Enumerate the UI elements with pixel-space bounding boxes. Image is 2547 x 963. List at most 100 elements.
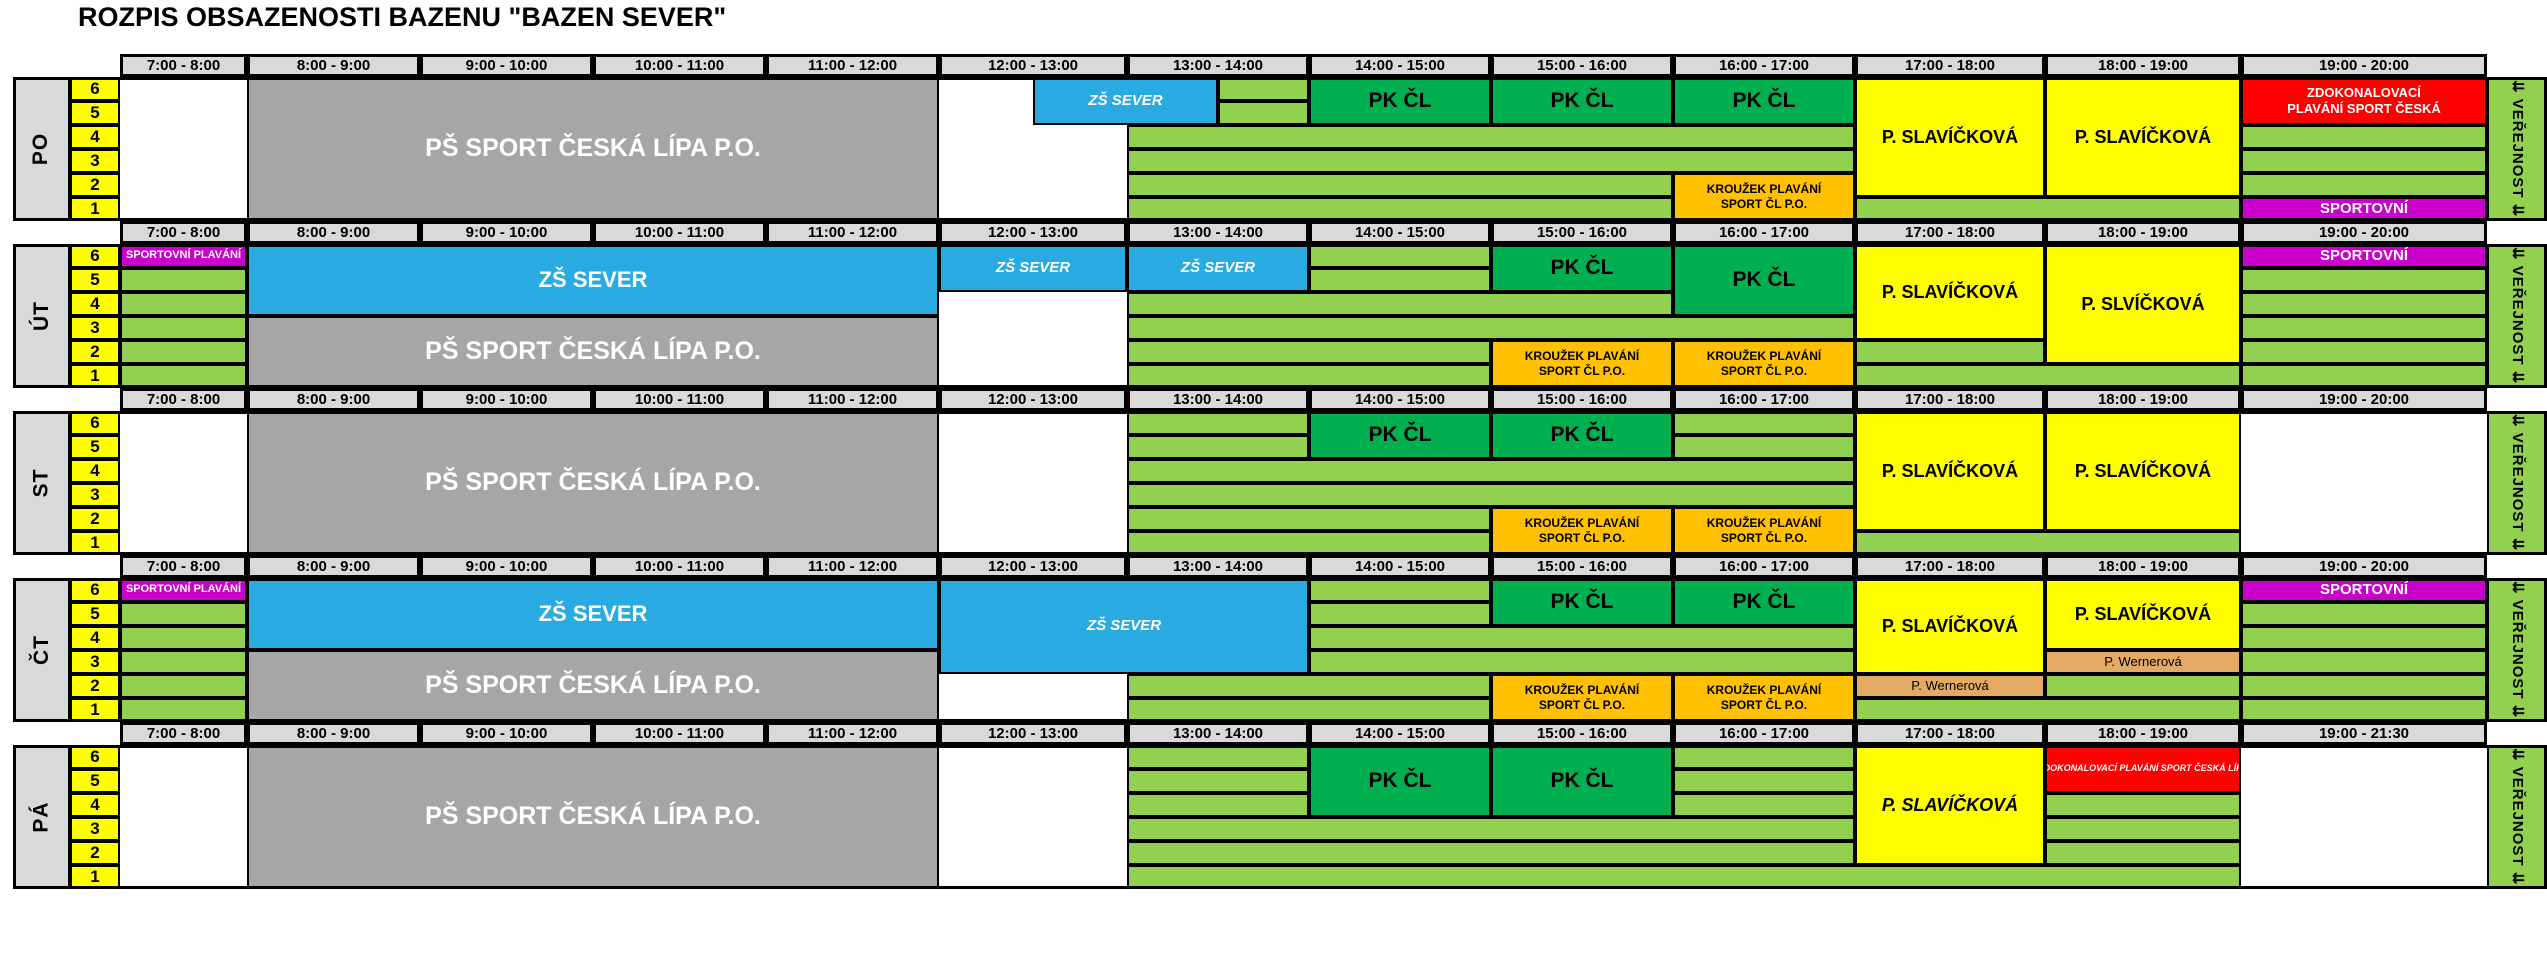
- booking-block-lgreen: [1673, 769, 1855, 793]
- time-header: 17:00 - 18:00: [1855, 54, 2045, 77]
- lane-number: 4: [70, 125, 120, 149]
- time-header: 7:00 - 8:00: [120, 221, 247, 244]
- header-corner: [13, 388, 120, 411]
- booking-block-lgreen: [1673, 435, 1855, 459]
- lane-number: 6: [70, 411, 120, 435]
- public-strip-label: ⇊ VEŘEJNOST ⇊: [2509, 748, 2526, 886]
- booking-block-lgreen: [120, 626, 247, 650]
- time-header: 17:00 - 18:00: [1855, 722, 2045, 745]
- day-label-text: ÚT: [29, 301, 53, 331]
- public-strip-label: ⇊ VEŘEJNOST ⇊: [2509, 247, 2526, 385]
- time-header: 19:00 - 20:00: [2241, 388, 2487, 411]
- booking-block-yellow: P. SLAVÍČKOVÁ: [1855, 745, 2045, 865]
- lane-number: 6: [70, 77, 120, 101]
- booking-block-blue: ZŠ SEVER: [1033, 77, 1218, 125]
- booking-block-lgreen: [1127, 865, 2241, 889]
- day-label: ČT: [13, 578, 70, 722]
- booking-block-gray: PŠ SPORT ČESKÁ LÍPA P.O.: [247, 77, 939, 221]
- public-strip: ⇊ VEŘEJNOST ⇊: [2487, 244, 2547, 388]
- lane-number: 6: [70, 745, 120, 769]
- time-header: 8:00 - 9:00: [247, 388, 420, 411]
- lane-number: 6: [70, 578, 120, 602]
- booking-block-lgreen: [2241, 698, 2487, 722]
- booking-block-blue: ZŠ SEVER: [247, 244, 939, 316]
- lane-number: 5: [70, 602, 120, 626]
- booking-block-lgreen: [1127, 173, 1673, 197]
- time-header: 7:00 - 8:00: [120, 722, 247, 745]
- booking-block-blue: ZŠ SEVER: [939, 244, 1127, 292]
- lane-number: 4: [70, 793, 120, 817]
- booking-block-lgreen: [1309, 602, 1491, 626]
- lane-number: 2: [70, 674, 120, 698]
- time-header: 16:00 - 17:00: [1673, 388, 1855, 411]
- booking-block-lgreen: [1127, 364, 1491, 388]
- booking-block-red: ZDOKONALOVACÍ PLAVÁNÍ SPORT ČESKÁ LÍPA: [2045, 745, 2241, 793]
- booking-block-orange: KROUŽEK PLAVÁNÍ SPORT ČL P.O.: [1491, 340, 1673, 388]
- time-header: 9:00 - 10:00: [420, 388, 593, 411]
- booking-block-gray: PŠ SPORT ČESKÁ LÍPA P.O.: [247, 411, 939, 555]
- booking-block-gray: PŠ SPORT ČESKÁ LÍPA P.O.: [247, 650, 939, 722]
- booking-block-lgreen: [120, 364, 247, 388]
- lane-number: 5: [70, 268, 120, 292]
- lane-number: 2: [70, 841, 120, 865]
- time-header: 17:00 - 18:00: [1855, 555, 2045, 578]
- booking-block-lgreen: [1309, 244, 1491, 268]
- booking-block-lgreen: [120, 316, 247, 340]
- time-header: 10:00 - 11:00: [593, 221, 766, 244]
- booking-block-magenta: SPORTOVNÍ PLAVÁNÍ: [120, 244, 247, 268]
- booking-block-dgreen: PK ČL: [1309, 411, 1491, 459]
- time-header: 15:00 - 16:00: [1491, 388, 1673, 411]
- time-header: 12:00 - 13:00: [939, 54, 1127, 77]
- lane-number: 3: [70, 149, 120, 173]
- time-header: 13:00 - 14:00: [1127, 221, 1309, 244]
- time-header: 9:00 - 10:00: [420, 555, 593, 578]
- time-header: 9:00 - 10:00: [420, 221, 593, 244]
- time-header: 11:00 - 12:00: [766, 388, 939, 411]
- booking-block-lgreen: [1127, 411, 1309, 435]
- booking-block-lgreen: [1309, 650, 1855, 674]
- day-label-text: PÁ: [29, 801, 53, 833]
- lane-number: 1: [70, 531, 120, 555]
- booking-block-orange: KROUŽEK PLAVÁNÍ SPORT ČL P.O.: [1491, 674, 1673, 722]
- day-section-st: 7:00 - 8:00 8:00 - 9:00 9:00 - 10:00 10:00 …: [13, 388, 2547, 555]
- booking-block-magenta: SPORTOVNÍ: [2241, 244, 2487, 268]
- booking-block-yellow: P. SLAVÍČKOVÁ: [2045, 77, 2241, 197]
- time-header: 11:00 - 12:00: [766, 54, 939, 77]
- booking-block-lgreen: [1855, 364, 2241, 388]
- lane-number: 2: [70, 173, 120, 197]
- booking-block-lgreen: [2241, 602, 2487, 626]
- booking-block-lgreen: [1127, 674, 1491, 698]
- public-strip: ⇊ VEŘEJNOST ⇊: [2487, 411, 2547, 555]
- booking-block-yellow: P. SLAVÍČKOVÁ: [1855, 244, 2045, 340]
- time-header: 18:00 - 19:00: [2045, 54, 2241, 77]
- time-header: 15:00 - 16:00: [1491, 221, 1673, 244]
- booking-block-blue: ZŠ SEVER: [247, 578, 939, 650]
- booking-block-lgreen: [120, 674, 247, 698]
- public-strip-label: ⇊ VEŘEJNOST ⇊: [2509, 414, 2526, 552]
- day-label: ST: [13, 411, 70, 555]
- booking-block-lgreen: [2045, 817, 2241, 841]
- booking-block-lgreen: [1127, 698, 1491, 722]
- time-header: 18:00 - 19:00: [2045, 555, 2241, 578]
- booking-block-yellow: P. SLAVÍČKOVÁ: [1855, 77, 2045, 197]
- booking-block-yellow: P. SLAVÍČKOVÁ: [2045, 411, 2241, 531]
- booking-block-lgreen: [1127, 197, 1673, 221]
- booking-block-lgreen: [2045, 793, 2241, 817]
- booking-block-yellow: P. SLAVÍČKOVÁ: [1855, 411, 2045, 531]
- lane-number: 1: [70, 364, 120, 388]
- booking-block-blue: ZŠ SEVER: [939, 578, 1309, 674]
- schedule: 7:00 - 8:00 8:00 - 9:00 9:00 - 10:00 10:00 …: [13, 54, 2547, 889]
- time-header: 15:00 - 16:00: [1491, 54, 1673, 77]
- booking-block-orange: KROUŽEK PLAVÁNÍ SPORT ČL P.O.: [1673, 173, 1855, 221]
- time-header: 10:00 - 11:00: [593, 388, 766, 411]
- booking-block-lgreen: [1855, 531, 2241, 555]
- booking-block-lgreen: [1127, 435, 1309, 459]
- time-header: 7:00 - 8:00: [120, 555, 247, 578]
- time-header: 18:00 - 19:00: [2045, 221, 2241, 244]
- time-header: 14:00 - 15:00: [1309, 722, 1491, 745]
- time-header: 13:00 - 14:00: [1127, 555, 1309, 578]
- booking-block-dgreen: PK ČL: [1491, 578, 1673, 626]
- time-header: 13:00 - 14:00: [1127, 54, 1309, 77]
- booking-block-dgreen: PK ČL: [1309, 745, 1491, 817]
